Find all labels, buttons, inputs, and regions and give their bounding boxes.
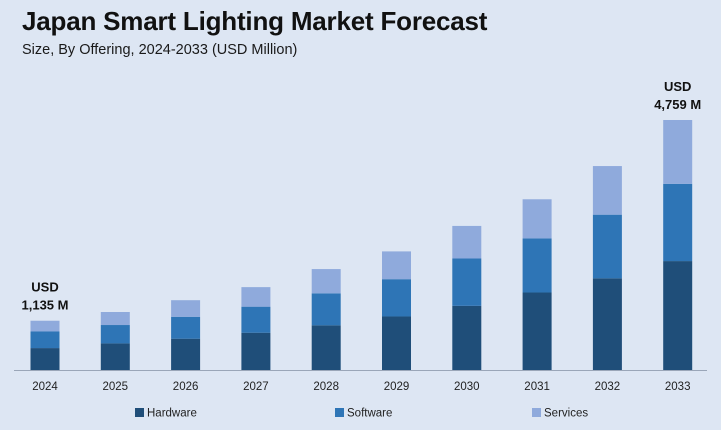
legend-label-software: Software [347, 408, 392, 420]
x-tick-label: 2025 [103, 381, 129, 393]
bar-services-2032 [592, 166, 622, 215]
bar-services-2027 [241, 287, 271, 307]
total-annotation-value: 1,135 M [22, 298, 69, 313]
x-tick-label: 2024 [32, 381, 58, 393]
bar-services-2026 [171, 300, 201, 317]
x-tick-label: 2027 [243, 381, 269, 393]
bar-hardware-2030 [452, 305, 482, 370]
bar-hardware-2033 [663, 261, 693, 370]
legend-swatch-hardware [135, 408, 144, 417]
bar-services-2029 [382, 251, 411, 280]
bar-services-2030 [452, 225, 482, 259]
bar-software-2032 [592, 214, 622, 279]
bar-software-2033 [663, 183, 693, 262]
bar-hardware-2024 [30, 348, 60, 370]
bar-hardware-2028 [311, 325, 341, 370]
x-tick-label: 2028 [313, 381, 339, 393]
x-tick-label: 2026 [173, 381, 199, 393]
bar-hardware-2026 [171, 338, 201, 370]
bar-hardware-2029 [382, 316, 411, 370]
bar-services-2031 [522, 199, 552, 239]
bar-software-2024 [30, 331, 60, 349]
bar-software-2029 [382, 279, 411, 317]
bar-hardware-2031 [522, 292, 552, 370]
x-tick-label: 2030 [454, 381, 480, 393]
bar-services-2033 [663, 120, 693, 184]
x-tick-label: 2029 [384, 381, 410, 393]
total-annotation-currency: USD [664, 79, 691, 94]
total-annotation-value: 4,759 M [654, 97, 701, 112]
bar-software-2027 [241, 306, 271, 333]
bar-software-2030 [452, 258, 482, 306]
legend-swatch-services [532, 408, 541, 417]
x-tick-label: 2032 [595, 381, 621, 393]
x-tick-label: 2031 [524, 381, 550, 393]
legend-label-hardware: Hardware [147, 408, 197, 420]
bar-software-2028 [311, 293, 341, 326]
bar-software-2026 [171, 316, 201, 339]
x-tick-label: 2033 [665, 381, 691, 393]
chart-subtitle: Size, By Offering, 2024-2033 (USD Millio… [22, 42, 298, 58]
bar-hardware-2025 [100, 343, 130, 370]
legend-swatch-software [335, 408, 344, 417]
bar-hardware-2032 [592, 278, 622, 370]
bar-services-2025 [100, 312, 130, 326]
chart-title: Japan Smart Lighting Market Forecast [22, 6, 488, 36]
bar-software-2031 [522, 238, 552, 293]
bar-hardware-2027 [241, 332, 271, 370]
bar-services-2024 [30, 320, 60, 332]
bar-software-2025 [100, 325, 130, 344]
legend-label-services: Services [544, 408, 588, 420]
total-annotation-currency: USD [31, 280, 58, 295]
bar-services-2028 [311, 269, 341, 294]
